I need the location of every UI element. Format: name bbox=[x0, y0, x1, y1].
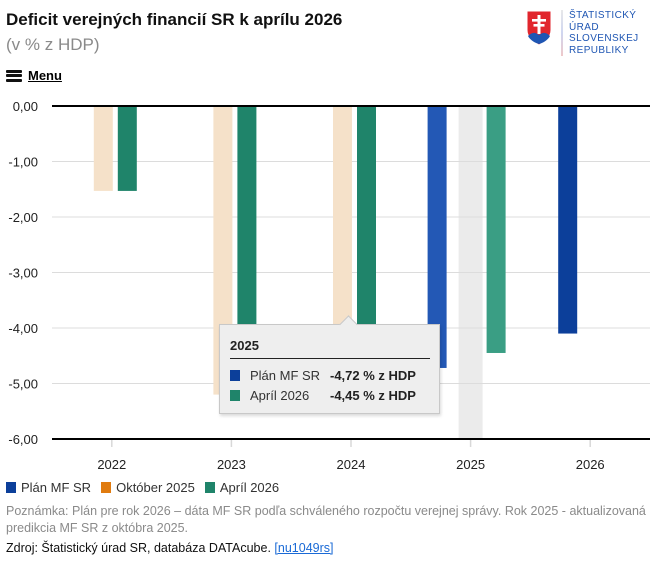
logo-text: ŠTATISTICKÝ ÚRAD SLOVENSKEJ REPUBLIKY bbox=[561, 10, 639, 56]
x-tick-label: 2025 bbox=[456, 457, 485, 472]
x-tick-label: 2024 bbox=[337, 457, 366, 472]
legend-swatch-april bbox=[204, 482, 215, 493]
chart-tooltip: 2025 Plán MF SR -4,72 % z HDP Apríl 2026… bbox=[219, 324, 440, 414]
bar-plan-2026 bbox=[558, 106, 578, 334]
y-tick-label: -5,00 bbox=[8, 377, 38, 392]
tooltip-series-name: Apríl 2026 bbox=[250, 388, 310, 403]
bar-plan-2025 bbox=[427, 106, 447, 368]
y-tick-label: 0,00 bbox=[13, 99, 38, 114]
legend-label: Plán MF SR bbox=[21, 480, 92, 495]
slovak-coat-of-arms-icon bbox=[526, 10, 552, 46]
x-tick-label: 2026 bbox=[576, 457, 605, 472]
chart-title: Deficit verejných financií SR k aprílu 2… bbox=[6, 10, 343, 29]
source-link[interactable]: [nu1049rs] bbox=[274, 541, 334, 555]
y-tick-label: -2,00 bbox=[8, 210, 38, 225]
tooltip-series-name: Plán MF SR bbox=[250, 368, 321, 383]
tooltip-row-plan: Plán MF SR -4,72 % z HDP bbox=[230, 368, 416, 383]
x-tick-label: 2023 bbox=[217, 457, 246, 472]
y-tick-label: -4,00 bbox=[8, 321, 38, 336]
hamburger-icon bbox=[6, 69, 22, 82]
menu-button[interactable]: Menu bbox=[6, 68, 62, 83]
legend-item-april[interactable]: Apríl 2026 bbox=[204, 480, 280, 495]
bar-oktober-2023 bbox=[213, 106, 233, 395]
legend-item-plan[interactable]: Plán MF SR bbox=[6, 480, 91, 495]
tooltip-series-value: -4,72 % z HDP bbox=[330, 368, 416, 383]
source-text: Zdroj: Štatistický úrad SR, databáza DAT… bbox=[6, 541, 271, 555]
tooltip-swatch-april bbox=[230, 390, 240, 401]
tooltip-swatch-plan bbox=[230, 370, 240, 381]
tooltip-divider bbox=[230, 358, 430, 359]
bar-april-2022 bbox=[117, 106, 137, 191]
legend-swatch-plan bbox=[6, 482, 16, 493]
chart-source: Zdroj: Štatistický úrad SR, databáza DAT… bbox=[6, 541, 334, 555]
chart-note: Poznámka: Plán pre rok 2026 – dáta MF SR… bbox=[6, 504, 646, 535]
bar-oktober-2022 bbox=[93, 106, 113, 191]
susr-logo: ŠTATISTICKÝ ÚRAD SLOVENSKEJ REPUBLIKY bbox=[526, 10, 639, 56]
bar-chart: 0,00 -1,00 -2,00 -3,00 -4,00 -5,00 -6,00 2022 20… bbox=[8, 99, 650, 472]
y-tick-label: -6,00 bbox=[8, 432, 38, 447]
bar-april-2025 bbox=[486, 106, 506, 353]
chart-legend: Plán MF SR Október 2025 Apríl 2026 bbox=[6, 480, 279, 495]
y-tick-label: -3,00 bbox=[8, 266, 38, 281]
menu-label: Menu bbox=[28, 68, 62, 83]
tooltip-series-value: -4,45 % z HDP bbox=[330, 388, 416, 403]
legend-label: Október 2025 bbox=[116, 480, 195, 495]
y-tick-label: -1,00 bbox=[8, 155, 38, 170]
legend-item-oktober[interactable]: Október 2025 bbox=[101, 480, 195, 495]
tooltip-year: 2025 bbox=[230, 338, 259, 353]
x-tick-label: 2022 bbox=[97, 457, 126, 472]
legend-label: Apríl 2026 bbox=[219, 480, 280, 495]
chart-subtitle: (v % z HDP) bbox=[6, 35, 100, 54]
legend-swatch-oktober bbox=[101, 482, 112, 493]
tooltip-row-april: Apríl 2026 -4,45 % z HDP bbox=[230, 388, 416, 403]
bar-april-2023 bbox=[237, 106, 257, 395]
